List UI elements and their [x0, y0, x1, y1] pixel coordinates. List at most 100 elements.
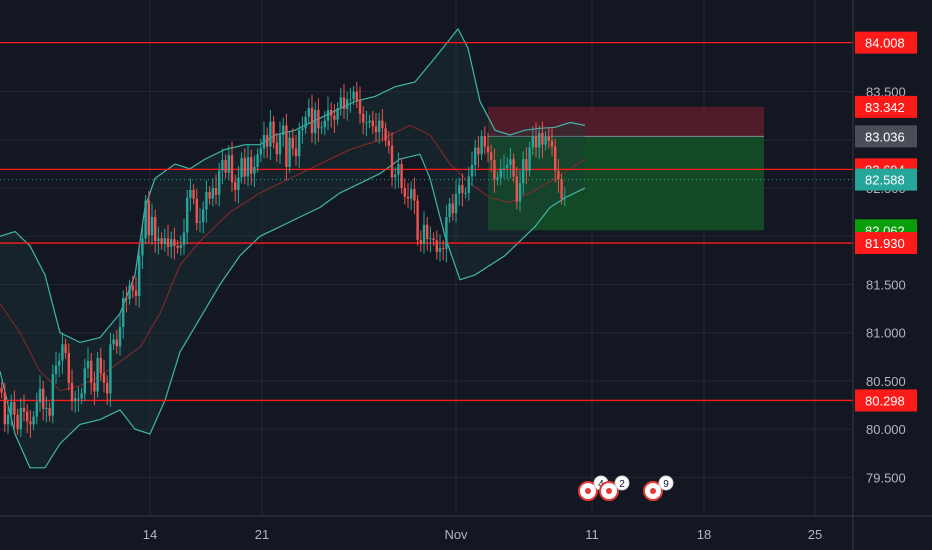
- candle-body: [442, 247, 445, 249]
- event-markers[interactable]: 4 2 9: [578, 475, 674, 501]
- candle-body: [432, 238, 435, 241]
- candle-body: [202, 209, 205, 222]
- candle-body: [557, 170, 560, 180]
- price-tag: [855, 125, 917, 148]
- candle-body: [547, 136, 550, 141]
- candle-body: [330, 109, 333, 116]
- candle-body: [218, 170, 221, 195]
- candle-body: [128, 285, 131, 299]
- candle-body: [563, 196, 566, 199]
- price-tag-label: 83.342: [865, 100, 905, 115]
- price-tag-label: 80.298: [865, 393, 905, 408]
- candle-body: [435, 240, 438, 252]
- candle-body: [362, 113, 365, 123]
- candle-body: [243, 158, 246, 177]
- bollinger-bands: [0, 27, 586, 469]
- candle-body: [112, 339, 115, 345]
- candle-body: [490, 152, 493, 161]
- y-tick-label: 81.000: [866, 326, 906, 341]
- candle-body: [406, 196, 410, 199]
- candle-body: [211, 188, 214, 199]
- candle-body: [390, 145, 394, 178]
- candle-body: [6, 414, 10, 425]
- candle-body: [86, 360, 90, 369]
- candle-body: [118, 326, 122, 347]
- candle-body: [170, 239, 173, 247]
- candle-body: [3, 392, 6, 425]
- candle-body: [166, 238, 170, 247]
- candle-body: [0, 387, 3, 393]
- candle-body: [294, 148, 298, 157]
- candle-body: [365, 122, 368, 124]
- candle-body: [333, 115, 336, 120]
- candle-body: [381, 120, 384, 129]
- candle-body: [454, 193, 458, 214]
- candle-body: [426, 224, 429, 240]
- candle-body: [486, 146, 490, 153]
- candle-body: [291, 137, 294, 149]
- candle-body: [339, 97, 342, 109]
- price-tag: [855, 95, 917, 118]
- candle-body: [106, 382, 109, 394]
- x-tick-label: Nov: [444, 527, 468, 542]
- candle-body: [317, 109, 320, 129]
- candle-body: [352, 91, 355, 100]
- candle-body: [157, 238, 160, 242]
- candle-body: [499, 168, 502, 178]
- candle-body: [99, 357, 102, 374]
- event-count-badge: [658, 475, 674, 491]
- candle-body: [368, 120, 371, 123]
- candle-body: [182, 232, 186, 245]
- candle-body: [349, 99, 352, 101]
- candle-body: [51, 374, 54, 416]
- candle-body: [269, 121, 272, 147]
- candle-body: [554, 146, 557, 171]
- candle-body: [32, 416, 35, 425]
- candle-body: [502, 167, 506, 169]
- candle-body: [262, 135, 266, 149]
- candle-body: [445, 217, 448, 249]
- candle-body: [288, 137, 291, 167]
- event-marker-dot: [606, 488, 612, 494]
- candle-body: [438, 247, 442, 252]
- candle-body: [45, 407, 48, 409]
- candle-body: [189, 190, 192, 198]
- candle-body: [355, 91, 358, 101]
- candle-body: [358, 100, 362, 114]
- candle-body: [240, 158, 243, 178]
- candle-body: [38, 388, 42, 403]
- candle-body: [301, 128, 304, 131]
- event-count-label: 4: [598, 479, 604, 490]
- candle-body: [93, 382, 96, 392]
- price-tag: [855, 31, 917, 54]
- candle-body: [346, 99, 349, 109]
- candle-body: [323, 120, 326, 128]
- candle-body: [509, 159, 512, 165]
- candle-body: [464, 192, 467, 194]
- x-tick-label: 14: [143, 527, 157, 542]
- candle-body: [13, 402, 16, 415]
- candle-body: [29, 421, 32, 425]
- bollinger-basis-line: [0, 124, 586, 392]
- candle-body: [154, 217, 157, 242]
- candle-body: [493, 160, 496, 180]
- candle-body: [515, 176, 518, 202]
- candle-body: [70, 382, 74, 402]
- candle-body: [451, 203, 454, 214]
- event-marker-dot: [650, 488, 656, 494]
- candle-body: [64, 344, 67, 354]
- x-tick-label: 21: [255, 527, 269, 542]
- candle-body: [125, 298, 128, 300]
- candle-body: [282, 125, 285, 136]
- candle-body: [522, 159, 525, 184]
- candle-body: [96, 357, 99, 392]
- take-profit-zone: [488, 136, 764, 231]
- candle-body: [525, 159, 528, 171]
- price-tag: [855, 389, 917, 412]
- candle-body: [16, 414, 19, 430]
- candle-body: [256, 154, 259, 167]
- candle-body: [160, 238, 163, 245]
- candle-body: [534, 135, 538, 148]
